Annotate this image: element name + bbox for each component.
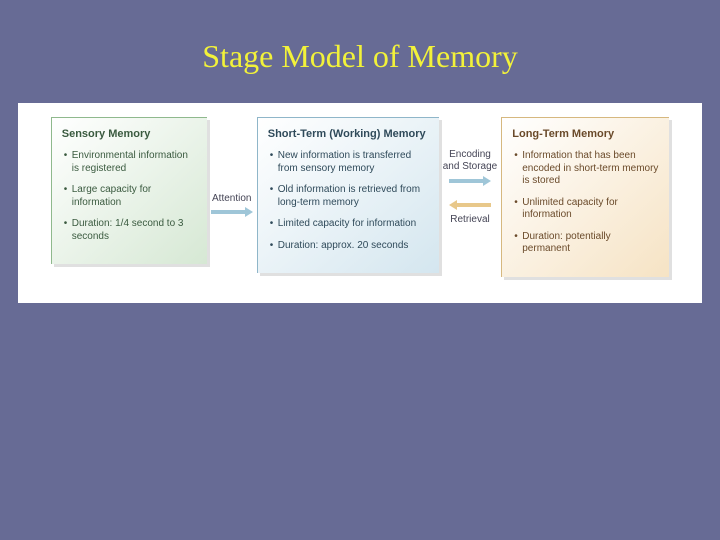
connector-shortlong: Encoding and Storage Retrieval [439, 147, 502, 228]
connector-encoding-label: Encoding and Storage [443, 149, 498, 172]
list-item: Old information is retrieved from long-t… [270, 184, 429, 209]
box-sensory-title: Sensory Memory [62, 128, 197, 140]
connector-attention-label: Attention [212, 193, 251, 205]
list-item: New information is transferred from sens… [270, 150, 429, 175]
list-item: Duration: 1/4 second to 3 seconds [64, 218, 197, 243]
list-item: Duration: approx. 20 seconds [270, 240, 429, 253]
diagram-panel: Sensory Memory Environmental information… [18, 103, 702, 303]
list-item: Information that has been encoded in sho… [514, 150, 659, 188]
connector-retrieval-label: Retrieval [450, 214, 489, 226]
box-shortterm-memory: Short-Term (Working) Memory New informat… [257, 117, 439, 273]
page-title: Stage Model of Memory [0, 0, 720, 103]
list-item: Duration: potentially permanent [514, 231, 659, 256]
box-shortterm-title: Short-Term (Working) Memory [268, 128, 429, 140]
arrow-right-icon [449, 176, 491, 186]
connector-encoding: Encoding and Storage [443, 147, 498, 186]
list-item: Limited capacity for information [270, 218, 429, 231]
box-sensory-list: Environmental information is registered … [62, 150, 197, 243]
arrow-left-icon [449, 200, 491, 210]
connector-retrieval: Retrieval [449, 200, 491, 228]
list-item: Unlimited capacity for information [514, 197, 659, 222]
box-longterm-memory: Long-Term Memory Information that has be… [501, 117, 669, 277]
box-shortterm-list: New information is transferred from sens… [268, 150, 429, 252]
box-longterm-title: Long-Term Memory [512, 128, 659, 140]
arrow-right-icon [211, 207, 253, 217]
box-longterm-list: Information that has been encoded in sho… [512, 150, 659, 256]
connector-attention: Attention [207, 191, 257, 217]
list-item: Large capacity for information [64, 184, 197, 209]
box-sensory-memory: Sensory Memory Environmental information… [51, 117, 207, 264]
list-item: Environmental information is registered [64, 150, 197, 175]
